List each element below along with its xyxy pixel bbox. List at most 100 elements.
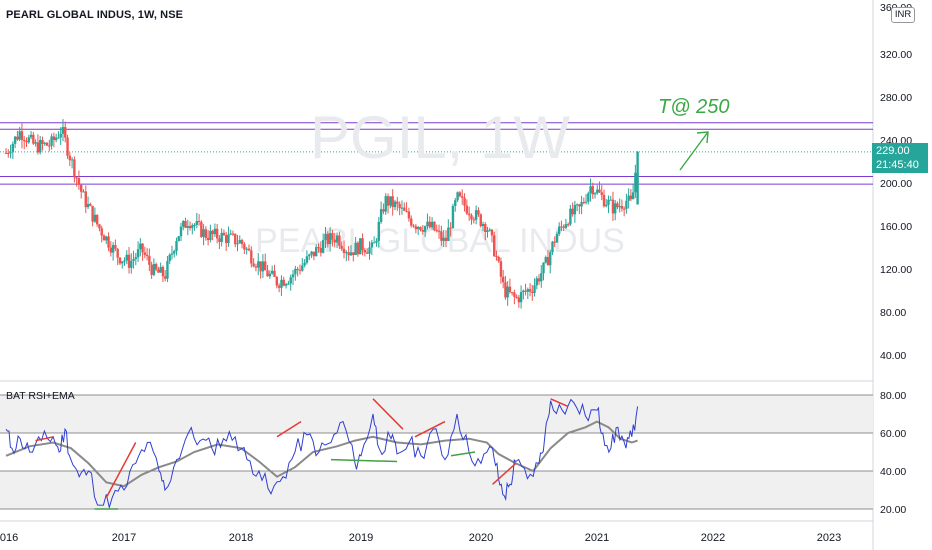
candle-body xyxy=(125,254,128,261)
candle-body xyxy=(179,226,183,237)
candle-body xyxy=(416,227,420,230)
candle-body xyxy=(182,221,185,227)
currency-button[interactable]: INR xyxy=(891,7,915,23)
candle-body xyxy=(4,152,8,154)
candle-body xyxy=(580,202,583,207)
candle-body xyxy=(451,206,455,229)
arrow-head xyxy=(696,131,709,144)
candle-body xyxy=(627,195,630,201)
time-tick-label: 2021 xyxy=(585,532,609,544)
candle-body xyxy=(206,237,210,240)
candle-body xyxy=(301,265,304,271)
candle-body xyxy=(384,196,387,212)
candle-body xyxy=(11,143,15,153)
candle-body xyxy=(193,224,196,226)
candle-body xyxy=(528,289,532,292)
candle-body xyxy=(247,248,251,251)
candle-body xyxy=(607,199,610,205)
candle-body xyxy=(519,292,523,303)
rsi-line xyxy=(5,398,639,510)
candle-body xyxy=(423,226,427,232)
candle-body xyxy=(218,238,221,242)
candle-body xyxy=(57,137,60,139)
candle-body xyxy=(319,248,323,253)
candle-body xyxy=(236,243,239,245)
candle-body xyxy=(481,224,485,227)
bearish-divergence-line xyxy=(35,436,54,442)
candle-body xyxy=(467,213,471,216)
candle-body xyxy=(89,203,92,206)
candle-body xyxy=(449,227,452,229)
candle-body xyxy=(510,292,514,294)
candle-body xyxy=(211,230,214,235)
candle-body xyxy=(634,172,637,193)
candle-body xyxy=(284,284,288,286)
candle-body xyxy=(370,242,374,248)
candle-body xyxy=(501,276,505,283)
candle-body xyxy=(405,210,408,212)
candle-body xyxy=(32,134,35,144)
candle-body xyxy=(591,186,594,195)
candle-body xyxy=(433,221,436,231)
candle-body xyxy=(27,137,30,143)
candle-body xyxy=(531,291,534,293)
candle-body xyxy=(435,230,438,232)
candle-body xyxy=(486,230,489,233)
candle-body xyxy=(121,261,124,264)
candle-body xyxy=(602,194,606,207)
candle-body xyxy=(116,248,119,258)
price-tick-label: 160.00 xyxy=(880,221,912,233)
candle-body xyxy=(379,209,383,222)
candle-body xyxy=(161,266,165,277)
candle-body xyxy=(93,214,97,222)
candle-body xyxy=(13,136,17,144)
time-tick-label: 2023 xyxy=(817,532,841,544)
bearish-divergence-line xyxy=(492,462,517,485)
candle-body xyxy=(163,276,167,279)
candle-body xyxy=(16,136,19,140)
candle-body xyxy=(200,222,203,237)
candle-body xyxy=(504,282,507,298)
candle-body xyxy=(105,236,108,241)
candle-body xyxy=(430,221,434,228)
candle-body xyxy=(254,266,258,268)
candle-body xyxy=(377,221,380,241)
candle-body xyxy=(474,210,478,220)
bearish-divergence-line xyxy=(414,420,446,438)
candle-body xyxy=(118,257,122,264)
candle-body xyxy=(508,286,512,293)
candle-body xyxy=(389,196,392,206)
candle-body xyxy=(45,142,49,146)
candle-body xyxy=(215,228,219,239)
bearish-divergence-line xyxy=(105,442,137,498)
candle-body xyxy=(134,257,138,260)
candle-body xyxy=(80,184,83,192)
candle-body xyxy=(352,252,355,256)
candle-body xyxy=(600,192,603,195)
candle-body xyxy=(70,159,74,161)
candle-body xyxy=(419,227,422,231)
candle-body xyxy=(546,257,550,266)
candle-body xyxy=(315,247,318,257)
price-grid xyxy=(0,0,874,550)
candle-body xyxy=(356,242,360,255)
candle-body xyxy=(287,283,290,285)
candle-body xyxy=(50,136,53,146)
candle-body xyxy=(18,131,21,140)
candle-body xyxy=(54,137,58,141)
candle-body xyxy=(544,257,547,263)
candle-body xyxy=(123,260,126,262)
candle-body xyxy=(499,261,503,277)
candle-body xyxy=(66,137,69,156)
candle-body xyxy=(331,233,334,240)
candlestick-series xyxy=(4,119,639,309)
time-tick-label: 2018 xyxy=(229,532,253,544)
candle-body xyxy=(191,225,194,229)
candle-body xyxy=(220,232,223,242)
candle-body xyxy=(173,251,176,254)
candle-body xyxy=(578,204,581,207)
candle-body xyxy=(513,292,516,297)
candle-body xyxy=(234,233,237,245)
indicator-label: BAT RSI+EMA xyxy=(6,390,75,402)
